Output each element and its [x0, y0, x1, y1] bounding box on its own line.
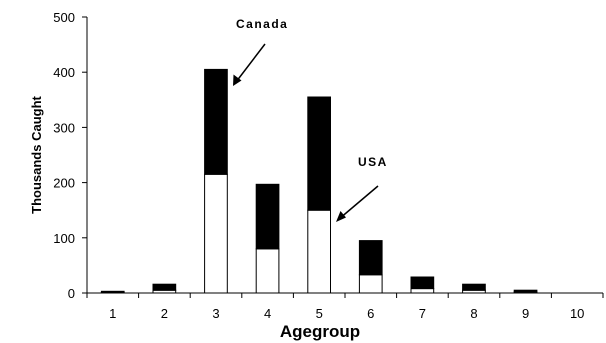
y-tick-label-100: 100: [53, 231, 75, 246]
x-tick-label-10: 10: [570, 306, 584, 321]
annotation-canada-arrow: [235, 43, 266, 83]
annotation-usa-arrowhead: [336, 211, 346, 222]
x-tick-label-5: 5: [316, 306, 323, 321]
x-tick-label-8: 8: [470, 306, 477, 321]
x-tick-label-9: 9: [522, 306, 529, 321]
axes-layer: [82, 16, 604, 298]
bar-canada-2: [152, 283, 177, 291]
annotation-canada-label: Canada: [236, 17, 288, 31]
y-tick-label-400: 400: [53, 65, 75, 80]
x-tick-label-3: 3: [212, 306, 219, 321]
bar-canada-7: [410, 276, 435, 290]
bar-canada-9: [513, 289, 538, 293]
annotations-layer: Canada USA: [233, 17, 388, 222]
x-tick-label-7: 7: [419, 306, 426, 321]
bar-usa-7: [410, 288, 435, 294]
bar-canada-3: [204, 68, 228, 175]
bar-usa-3: [204, 173, 228, 294]
x-tick-label-6: 6: [367, 306, 374, 321]
y-axis-title: Thousands Caught: [29, 95, 44, 213]
bar-usa-4: [255, 248, 280, 294]
annotation-usa-arrow: [338, 185, 379, 220]
y-tick-label-200: 200: [53, 176, 75, 191]
x-tick-label-4: 4: [264, 306, 271, 321]
bar-canada-1: [100, 290, 125, 293]
tick-labels-layer: 0 100 200 300 400 500 1 2 3 4 5 6 7 8 9 10: [53, 10, 584, 321]
bar-usa-5: [307, 209, 331, 294]
bar-usa-6: [358, 274, 383, 294]
bar-canada-8: [462, 283, 486, 291]
bar-canada-5: [307, 96, 331, 211]
y-tick-label-0: 0: [68, 286, 75, 301]
y-tick-label-500: 500: [53, 10, 75, 25]
x-tick-label-2: 2: [161, 306, 168, 321]
annotation-canada-arrowhead: [233, 74, 242, 86]
annotation-usa-label: USA: [358, 155, 388, 169]
bar-canada-4: [255, 183, 280, 250]
bar-canada-6: [358, 240, 383, 276]
y-tick-label-300: 300: [53, 120, 75, 135]
x-axis-title: Agegroup: [280, 322, 360, 341]
x-tick-label-1: 1: [109, 306, 116, 321]
bars-layer: [100, 68, 538, 294]
